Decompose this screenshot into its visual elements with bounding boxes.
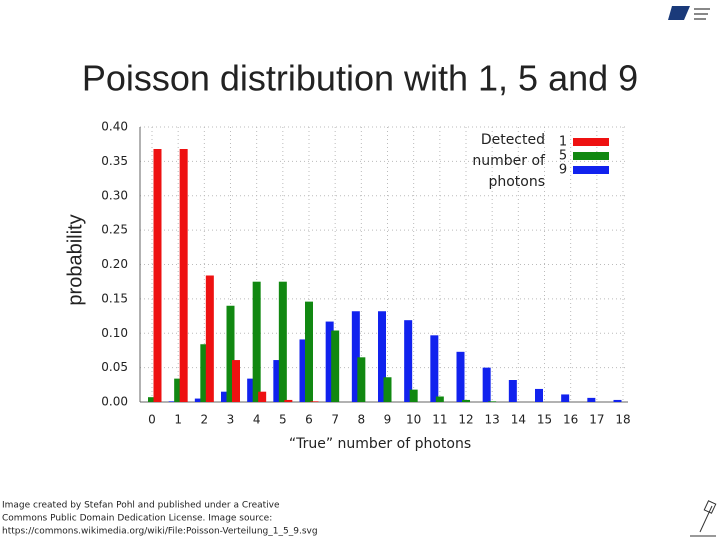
x-tick-label: 10 xyxy=(406,413,421,427)
bar xyxy=(351,311,360,402)
y-tick-label: 0.35 xyxy=(101,154,128,168)
x-tick-label: 17 xyxy=(589,413,604,427)
bar xyxy=(535,388,543,402)
bar xyxy=(247,378,256,402)
bar xyxy=(482,367,491,402)
x-tick-label: 14 xyxy=(511,413,526,427)
bar xyxy=(456,351,465,402)
y-tick-label: 0.25 xyxy=(101,223,128,237)
legend-swatch xyxy=(573,152,609,160)
x-tick-label: 13 xyxy=(485,413,500,427)
y-tick-label: 0.15 xyxy=(101,291,128,305)
bar xyxy=(273,360,282,402)
legend-title: Detected xyxy=(481,132,545,148)
x-tick-label: 4 xyxy=(253,413,261,427)
bar xyxy=(232,360,240,402)
bar xyxy=(383,377,392,402)
x-tick-label: 12 xyxy=(458,413,473,427)
y-tick-label: 0.20 xyxy=(101,257,128,271)
logo xyxy=(668,6,710,20)
footer-line: Image created by Stefan Pohl and publish… xyxy=(2,501,280,511)
legend-label: 1 xyxy=(559,135,567,150)
bar xyxy=(200,344,209,402)
bar xyxy=(310,401,319,402)
corner-icon xyxy=(690,500,717,537)
bar xyxy=(148,397,156,402)
y-tick-label: 0.40 xyxy=(101,120,128,134)
x-tick-label: 15 xyxy=(537,413,552,427)
footer-line: https://commons.wikimedia.org/wiki/File:… xyxy=(2,527,318,537)
bar xyxy=(325,321,334,402)
bar xyxy=(205,275,214,402)
y-axis-label: probability xyxy=(64,214,86,305)
bar xyxy=(378,311,386,402)
y-tick-label: 0.10 xyxy=(101,326,128,340)
x-axis-label: “True” number of photons xyxy=(289,436,471,452)
bar xyxy=(435,396,444,402)
y-tick-label: 0.05 xyxy=(101,360,128,374)
legend-label: 5 xyxy=(559,149,567,164)
legend-title: photons xyxy=(488,174,545,190)
bar xyxy=(305,301,313,402)
x-tick-label: 8 xyxy=(358,413,366,427)
bar xyxy=(508,380,517,402)
bar xyxy=(613,399,622,402)
bar xyxy=(226,305,235,402)
x-tick-label: 7 xyxy=(331,413,339,427)
bar xyxy=(299,339,308,402)
x-tick-label: 9 xyxy=(384,413,392,427)
legend-swatch xyxy=(573,138,609,146)
bar xyxy=(357,357,366,402)
bar xyxy=(153,149,162,402)
x-tick-label: 2 xyxy=(201,413,209,427)
y-tick-label: 0.30 xyxy=(101,188,128,202)
x-tick-label: 0 xyxy=(148,413,156,427)
bar xyxy=(404,320,413,402)
x-tick-label: 6 xyxy=(305,413,313,427)
x-tick-label: 5 xyxy=(279,413,287,427)
legend-title: number of xyxy=(472,153,546,169)
bar xyxy=(278,281,287,402)
bar xyxy=(174,378,183,402)
x-tick-label: 11 xyxy=(432,413,447,427)
bar xyxy=(587,397,596,402)
legend-swatch xyxy=(573,166,609,174)
bar xyxy=(194,398,203,402)
bar xyxy=(561,394,570,402)
bar xyxy=(252,281,261,402)
footer-line: Commons Public Domain Dedication License… xyxy=(2,514,272,524)
bar xyxy=(409,389,418,402)
bar xyxy=(258,391,267,402)
x-tick-label: 1 xyxy=(174,413,182,427)
x-tick-label: 18 xyxy=(615,413,630,427)
bar xyxy=(331,330,340,402)
title: Poisson distribution with 1, 5 and 9 xyxy=(82,58,638,99)
bar xyxy=(430,335,439,402)
bar xyxy=(221,391,229,402)
bar xyxy=(284,399,293,402)
bar xyxy=(168,401,177,402)
legend-label: 9 xyxy=(559,163,567,178)
y-tick-label: 0.00 xyxy=(101,395,128,409)
x-tick-label: 3 xyxy=(227,413,235,427)
bar xyxy=(462,399,470,402)
bar xyxy=(179,149,188,402)
x-tick-label: 16 xyxy=(563,413,578,427)
bar xyxy=(488,401,497,402)
